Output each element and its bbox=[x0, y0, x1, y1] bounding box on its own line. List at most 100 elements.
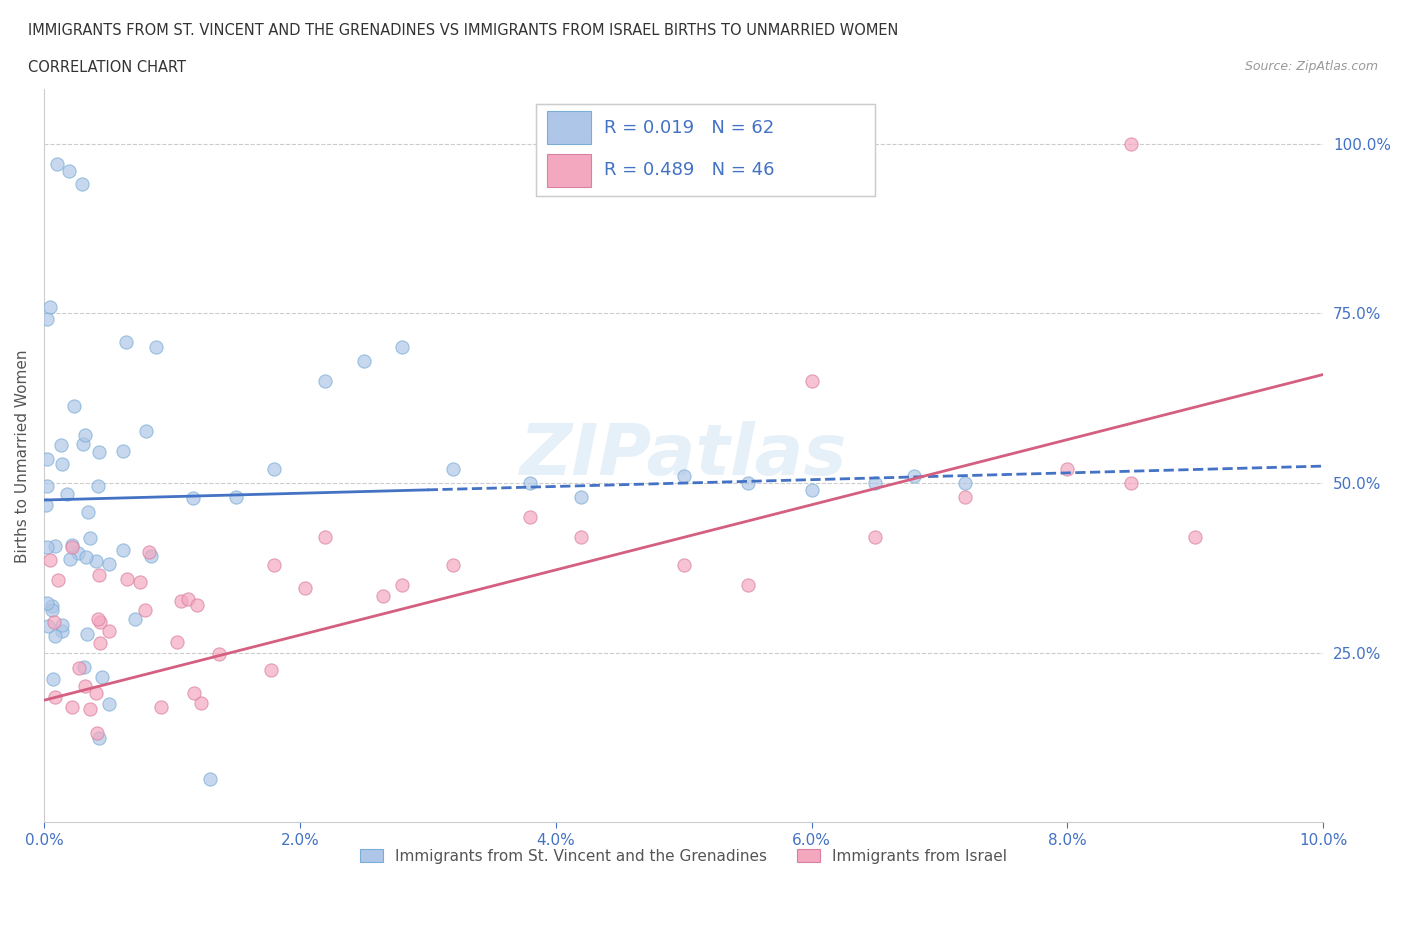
Point bbox=[89, 567, 111, 582]
Point bbox=[84, 553, 107, 568]
Point bbox=[373, 589, 395, 604]
Point bbox=[97, 557, 120, 572]
Point bbox=[89, 635, 111, 650]
Point bbox=[58, 164, 80, 179]
Point bbox=[800, 483, 823, 498]
Point bbox=[37, 452, 59, 467]
Point bbox=[67, 660, 90, 675]
Legend: Immigrants from St. Vincent and the Grenadines, Immigrants from Israel: Immigrants from St. Vincent and the Gren… bbox=[353, 843, 1014, 870]
Text: ZIPatlas: ZIPatlas bbox=[520, 421, 848, 490]
Point bbox=[41, 603, 63, 618]
Text: CORRELATION CHART: CORRELATION CHART bbox=[28, 60, 186, 75]
Point bbox=[953, 475, 976, 490]
Point bbox=[737, 475, 759, 490]
Point bbox=[128, 575, 150, 590]
Point bbox=[441, 462, 464, 477]
Point bbox=[314, 530, 336, 545]
Point bbox=[44, 538, 66, 553]
Point bbox=[42, 671, 65, 686]
Point bbox=[177, 592, 200, 607]
Point bbox=[72, 436, 94, 451]
Point bbox=[519, 475, 541, 490]
Point bbox=[1121, 475, 1143, 490]
Point bbox=[60, 700, 83, 715]
Point bbox=[79, 530, 101, 545]
Point bbox=[51, 623, 73, 638]
Text: IMMIGRANTS FROM ST. VINCENT AND THE GRENADINES VS IMMIGRANTS FROM ISRAEL BIRTHS : IMMIGRANTS FROM ST. VINCENT AND THE GREN… bbox=[28, 23, 898, 38]
Point bbox=[953, 489, 976, 504]
Point bbox=[225, 489, 247, 504]
Point bbox=[134, 603, 156, 618]
Point bbox=[112, 542, 135, 557]
Point bbox=[59, 551, 82, 566]
Point bbox=[84, 685, 107, 700]
Point bbox=[41, 599, 63, 614]
Point bbox=[294, 580, 316, 595]
Point bbox=[150, 699, 173, 714]
Point bbox=[73, 659, 96, 674]
Point bbox=[76, 627, 98, 642]
Point bbox=[42, 615, 65, 630]
Point bbox=[39, 552, 62, 567]
Point bbox=[51, 456, 73, 471]
Point bbox=[260, 663, 283, 678]
Point bbox=[72, 177, 94, 192]
Point bbox=[87, 611, 110, 626]
Point bbox=[800, 374, 823, 389]
Point bbox=[263, 557, 285, 572]
Text: Source: ZipAtlas.com: Source: ZipAtlas.com bbox=[1244, 60, 1378, 73]
Point bbox=[207, 647, 229, 662]
Point bbox=[672, 557, 695, 572]
Point bbox=[51, 618, 73, 632]
Point bbox=[135, 423, 157, 438]
Point bbox=[37, 312, 59, 327]
Point bbox=[46, 572, 69, 587]
Point bbox=[124, 611, 146, 626]
Point bbox=[37, 618, 59, 633]
Point bbox=[569, 530, 592, 545]
Y-axis label: Births to Unmarried Women: Births to Unmarried Women bbox=[15, 349, 30, 563]
Point bbox=[737, 578, 759, 592]
Point bbox=[79, 701, 101, 716]
Point bbox=[86, 726, 108, 741]
Point bbox=[569, 489, 592, 504]
Point bbox=[263, 462, 285, 477]
Point bbox=[114, 335, 136, 350]
Point bbox=[865, 475, 887, 490]
Point bbox=[76, 504, 98, 519]
Point bbox=[865, 530, 887, 545]
Point bbox=[39, 299, 62, 314]
Point bbox=[97, 697, 120, 711]
Point bbox=[87, 730, 110, 745]
Point bbox=[170, 593, 193, 608]
Point bbox=[66, 546, 89, 561]
Point bbox=[55, 486, 77, 501]
Point bbox=[97, 623, 120, 638]
Point bbox=[75, 550, 97, 565]
Point bbox=[353, 353, 375, 368]
Point bbox=[181, 490, 204, 505]
Point bbox=[89, 615, 111, 630]
Point bbox=[391, 339, 413, 354]
Point bbox=[1056, 462, 1078, 477]
Point bbox=[73, 679, 96, 694]
Point bbox=[112, 444, 135, 458]
Point bbox=[183, 685, 205, 700]
Point bbox=[519, 510, 541, 525]
Point bbox=[44, 690, 66, 705]
Point bbox=[115, 572, 138, 587]
Point bbox=[35, 478, 58, 493]
Point bbox=[63, 398, 86, 413]
Point bbox=[903, 469, 925, 484]
Point bbox=[45, 156, 67, 171]
Point bbox=[87, 445, 110, 459]
Point bbox=[49, 437, 72, 452]
Point bbox=[62, 539, 84, 554]
Point bbox=[1184, 530, 1206, 545]
Point bbox=[138, 544, 160, 559]
Point bbox=[672, 469, 695, 484]
Point bbox=[35, 539, 58, 554]
Point bbox=[35, 595, 58, 610]
Point bbox=[73, 428, 96, 443]
Point bbox=[186, 598, 208, 613]
